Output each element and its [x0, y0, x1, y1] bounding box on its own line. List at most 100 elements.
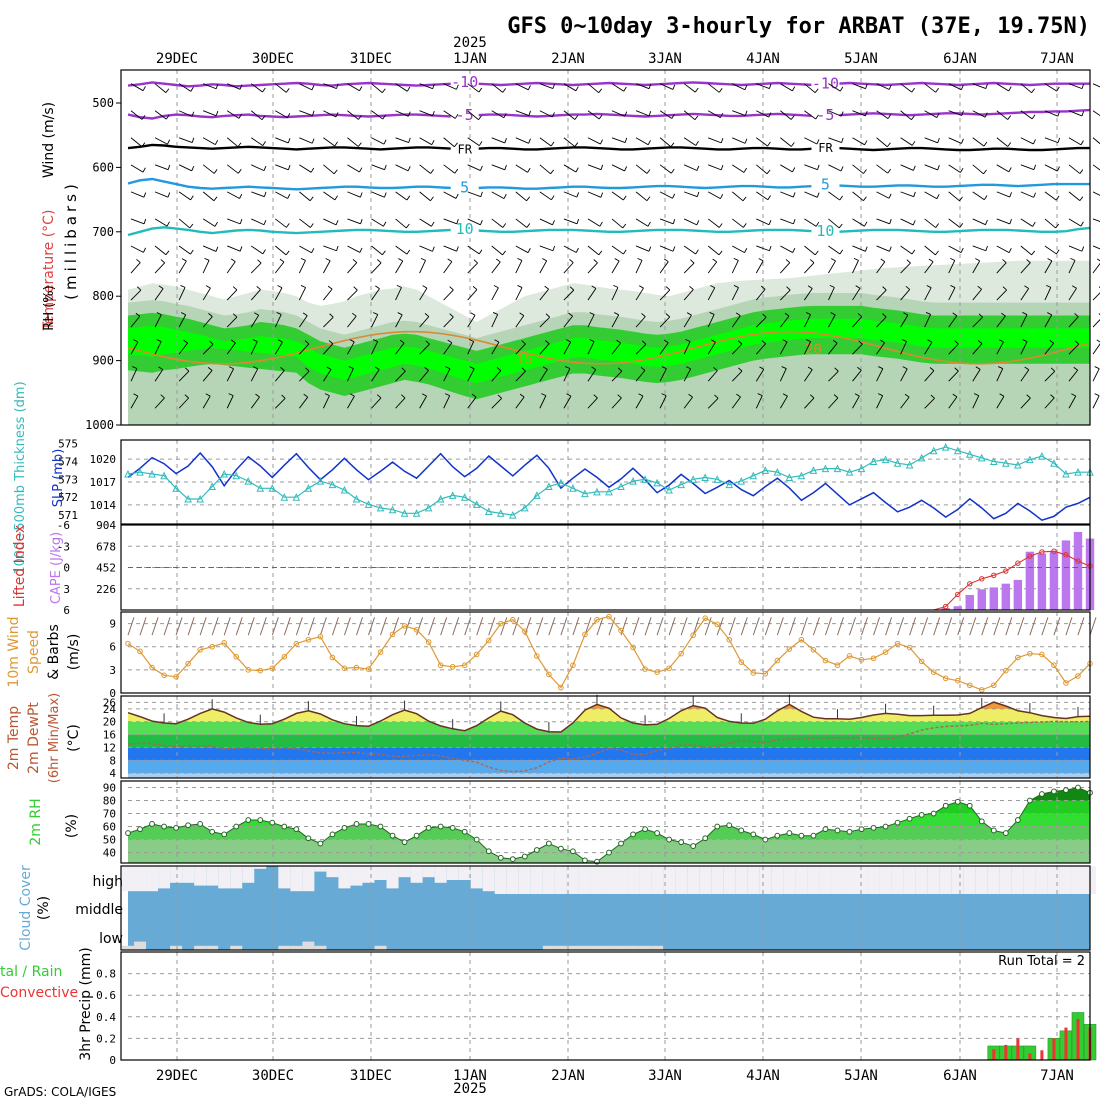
thickness-marker: [1014, 460, 1022, 469]
wind-barb: [467, 289, 478, 301]
wind-barb-flag: [311, 248, 315, 253]
wind-barb-flag: [478, 249, 483, 255]
wind-barb-flag: [913, 191, 916, 197]
wind-barb: [804, 397, 815, 409]
wind-barb-flag: [432, 246, 435, 252]
wind-barb-flag: [1081, 246, 1085, 252]
upper-ylabel-rh: RH (%): [42, 285, 57, 330]
wind-barb: [756, 218, 770, 226]
wind-barb: [876, 368, 884, 382]
thickness-marker: [821, 464, 830, 473]
wind-barb-flag: [576, 192, 580, 198]
wind-barb-flag: [300, 257, 306, 261]
temp-tick: 16: [103, 729, 116, 742]
wind-barb: [515, 218, 528, 228]
wind-barb-flag: [744, 138, 748, 144]
wind-barb: [707, 83, 720, 93]
wind-barb-flag: [237, 142, 242, 147]
thickness-marker: [208, 482, 216, 490]
wind10-marker: [125, 640, 131, 647]
wind-barb-flag: [502, 88, 507, 93]
rh-tick: 60: [103, 821, 116, 834]
isotherm-label: -5: [816, 106, 834, 124]
rh-marker: [233, 823, 240, 830]
wind-barb-flag: [935, 223, 940, 228]
wind-barb: [154, 314, 162, 328]
thickness-marker: [809, 466, 818, 474]
wind10-barb: [175, 617, 183, 636]
wind-barb-flag: [215, 83, 219, 89]
wind-barb: [491, 314, 499, 328]
wind-barb: [756, 137, 768, 147]
wind-barb-flag: [133, 339, 139, 343]
wind-barb: [226, 110, 240, 119]
wind-barb-flag: [882, 313, 887, 318]
wind-tick: 3: [109, 664, 116, 677]
wind10-barb: [861, 617, 868, 636]
wind-barb: [683, 314, 692, 328]
wind-barb-flag: [648, 111, 652, 117]
wind-barb: [563, 191, 578, 198]
wind-barb: [996, 137, 1009, 147]
wind-barb-flag: [661, 393, 667, 397]
wind-barb: [298, 287, 306, 301]
wind-barb: [948, 315, 958, 328]
wind-barb: [539, 83, 554, 89]
wind-barb: [1068, 110, 1083, 117]
wind-barb: [1020, 341, 1028, 355]
cloud-high-clear: [554, 866, 567, 894]
wind-barb: [491, 83, 504, 93]
rh-marker: [521, 853, 528, 860]
temp-tick: 4: [109, 767, 116, 780]
wind-barb: [972, 164, 984, 175]
wind-barb-flag: [622, 223, 627, 229]
wind-barb-flag: [455, 193, 459, 199]
wind-barb-flag: [377, 259, 382, 264]
wind-barb: [323, 137, 336, 147]
wind-barb-flag: [954, 367, 959, 372]
wind-barb: [828, 110, 842, 117]
wind-barb-flag: [519, 393, 525, 398]
li-marker: [1015, 560, 1021, 566]
wind-barb: [202, 343, 214, 355]
cloud-high-clear: [338, 866, 351, 889]
wind-barb-flag: [300, 285, 306, 288]
wind-barb: [515, 370, 526, 382]
wind-barb-flag: [263, 165, 267, 171]
rh-marker: [1039, 791, 1045, 797]
cloud-high-clear: [927, 866, 940, 894]
time-label-bottom: 7JAN: [1040, 1068, 1074, 1084]
wind-barb-flag: [720, 138, 724, 144]
rh-marker: [497, 854, 504, 861]
cloud-high-clear: [242, 866, 255, 883]
wind-barb-flag: [167, 139, 171, 145]
wind-barb-flag: [165, 114, 170, 120]
wind10-marker: [161, 672, 167, 679]
rh-marker: [125, 830, 131, 836]
wind10-marker: [1027, 650, 1033, 657]
wind-barb: [563, 289, 575, 301]
isotherm-label: FR: [818, 141, 833, 155]
wind10-barb: [572, 617, 580, 636]
wind-barb-flag: [952, 312, 958, 317]
wind-barb-flag: [143, 218, 147, 224]
wind-barb-flag: [405, 223, 410, 229]
wind-barb-flag: [928, 258, 934, 263]
wind-barb-flag: [351, 312, 357, 317]
wind10-marker: [738, 659, 745, 665]
wind-barb-flag: [574, 142, 579, 147]
cloud-low-clear: [206, 945, 219, 950]
wind10-marker: [642, 666, 648, 672]
wind-barb: [900, 110, 912, 121]
wind-barb: [202, 110, 217, 117]
wind10-marker: [449, 663, 456, 670]
wind-barb: [900, 396, 910, 409]
wind10-marker: [870, 655, 877, 662]
wind-barb: [683, 289, 694, 301]
wind-barb-flag: [335, 112, 339, 118]
wind-barb: [154, 191, 169, 198]
isotherm-15: [127, 330, 1091, 365]
wind-barb-flag: [817, 164, 820, 170]
cloud-low-clear: [290, 945, 303, 950]
wind-barb: [948, 110, 963, 116]
